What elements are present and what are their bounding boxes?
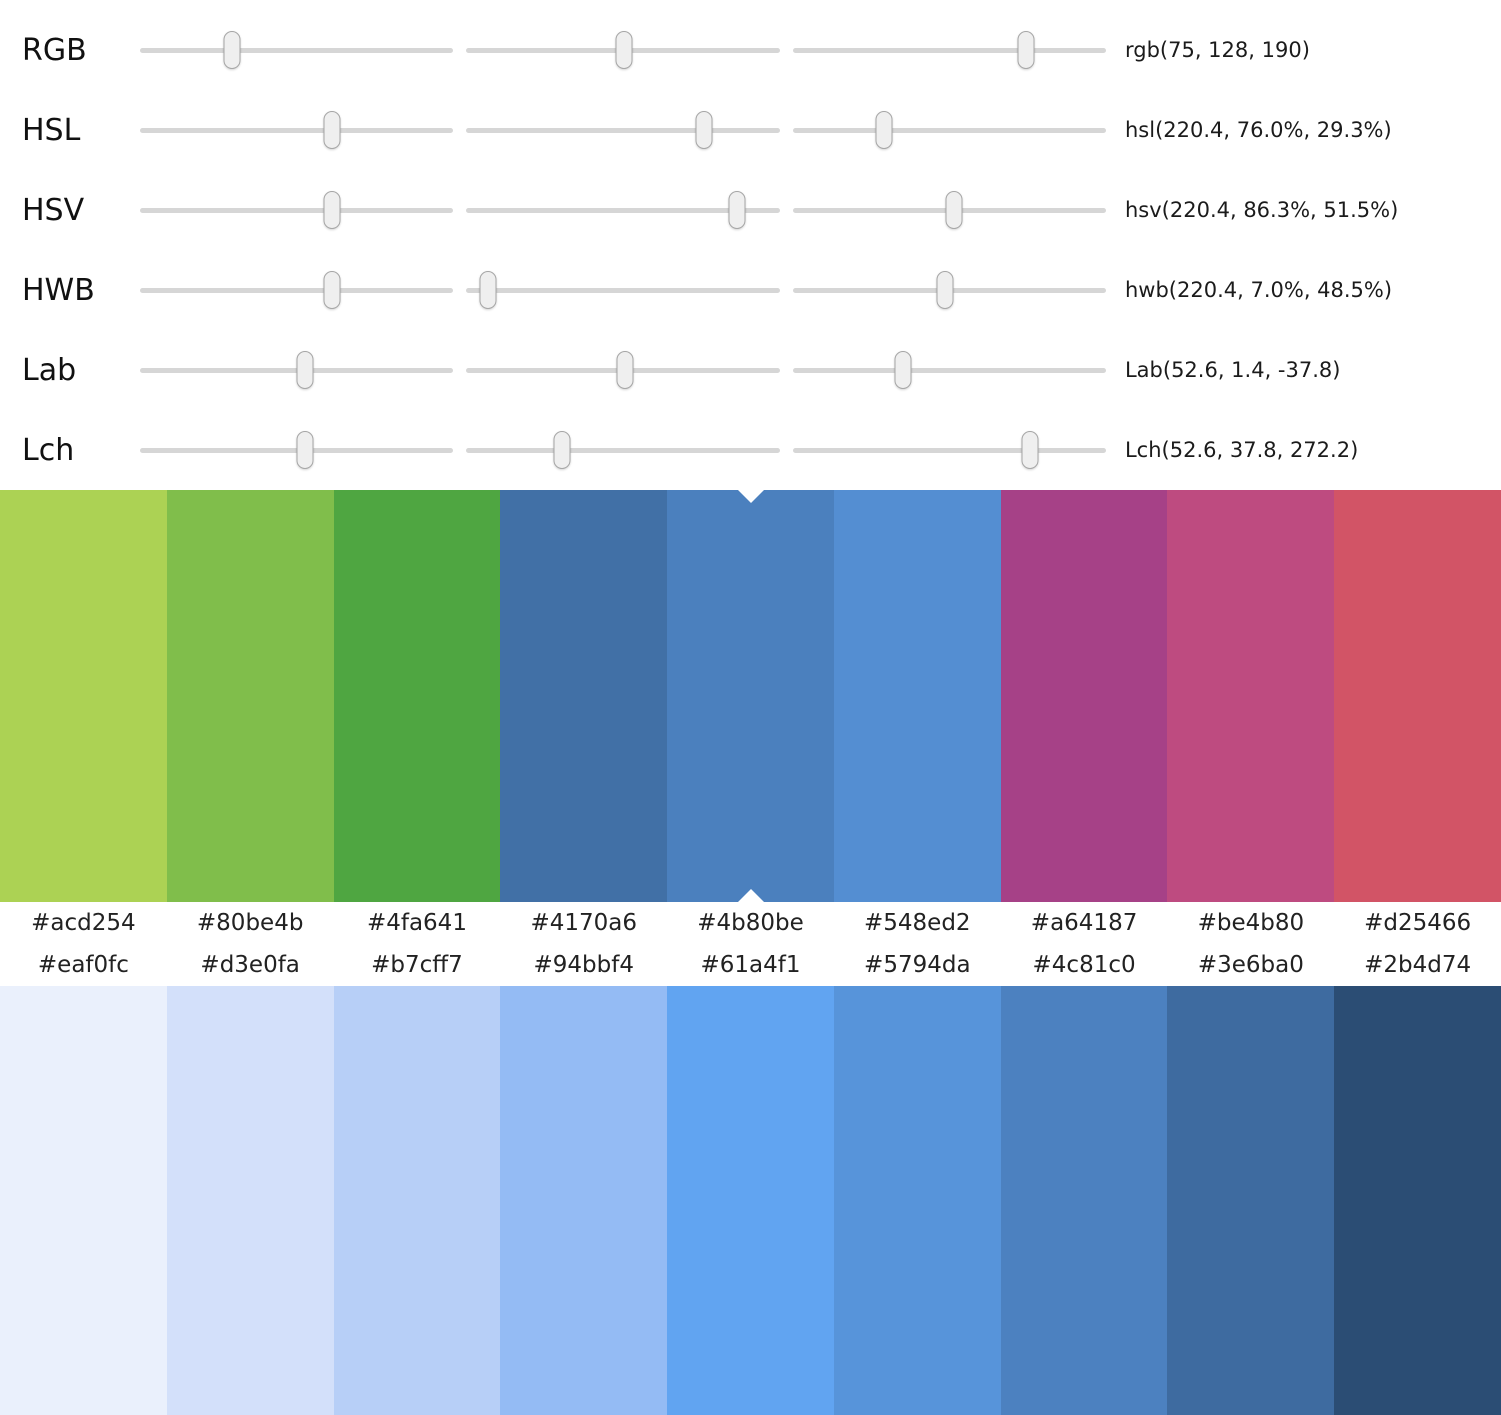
hsl-slider-1-track[interactable] xyxy=(140,111,454,149)
rgb-slider-1-thumb[interactable] xyxy=(223,31,241,69)
hwb-slider-1-thumb[interactable] xyxy=(323,271,341,309)
hex-label-be4b80: #be4b80 xyxy=(1197,910,1305,936)
slider-row-value-hsv: hsv(220.4, 86.3%, 51.5%) xyxy=(1124,198,1399,222)
hsv-slider-3-track[interactable] xyxy=(792,191,1106,229)
hsv-slider-2-track[interactable] xyxy=(466,191,780,229)
hsl-slider-2-thumb[interactable] xyxy=(695,111,713,149)
hsl-slider-3-track[interactable] xyxy=(792,111,1106,149)
hex-label-4fa641: #4fa641 xyxy=(366,910,467,936)
lch-slider-2-thumb[interactable] xyxy=(553,431,571,469)
palette-tones xyxy=(0,986,1501,1415)
hsl-slider-2-track[interactable] xyxy=(466,111,780,149)
hsv-slider-1-thumb[interactable] xyxy=(323,191,341,229)
hsv-slider-2-thumb[interactable] xyxy=(728,191,746,229)
slider-row-value-hwb: hwb(220.4, 7.0%, 48.5%) xyxy=(1124,278,1393,302)
swatch-3e6ba0[interactable] xyxy=(1167,986,1335,1415)
hsl-slider-1-thumb[interactable] xyxy=(323,111,341,149)
hex-label-94bbf4: #94bbf4 xyxy=(533,952,634,978)
rgb-slider-3-thumb[interactable] xyxy=(1017,31,1035,69)
hex-labels-main: #acd254 #80be4b #4fa641 #4170a6 #4b80be #548e… xyxy=(0,902,1501,944)
hex-label-80be4b: #80be4b xyxy=(196,910,304,936)
rgb-slider-2-track[interactable] xyxy=(466,31,780,69)
swatch-548ed2[interactable] xyxy=(833,490,1001,902)
hex-label-548ed2: #548ed2 xyxy=(864,910,971,936)
hex-label-b7cff7: #b7cff7 xyxy=(371,952,463,978)
hex-label-4c81c0: #4c81c0 xyxy=(1032,952,1136,978)
slider-row-value-rgb: rgb(75, 128, 190) xyxy=(1124,38,1310,62)
hex-label-eaf0fc: #eaf0fc xyxy=(37,952,129,978)
swatch-a64187[interactable] xyxy=(1000,490,1168,902)
lab-slider-1-thumb[interactable] xyxy=(296,351,314,389)
hex-label-61a4f1: #61a4f1 xyxy=(700,952,801,978)
hwb-slider-3-track[interactable] xyxy=(792,271,1106,309)
hex-label-5794da: #5794da xyxy=(864,952,971,978)
hex-label-a64187: #a64187 xyxy=(1030,910,1138,936)
swatch-94bbf4[interactable] xyxy=(500,986,668,1415)
lab-slider-3-track[interactable] xyxy=(792,351,1106,389)
palette-main xyxy=(0,490,1501,902)
swatch-4b80be[interactable] xyxy=(667,490,834,902)
hex-label-4170a6: #4170a6 xyxy=(530,910,637,936)
swatch-4c81c0[interactable] xyxy=(1000,986,1168,1415)
lch-slider-1-thumb[interactable] xyxy=(296,431,314,469)
slider-row-label-lab: Lab xyxy=(22,352,77,388)
lab-slider-1-track[interactable] xyxy=(140,351,454,389)
hex-label-2b4d74: #2b4d74 xyxy=(1364,952,1472,978)
lch-slider-3-track[interactable] xyxy=(792,431,1106,469)
hwb-slider-2-track[interactable] xyxy=(466,271,780,309)
hex-label-3e6ba0: #3e6ba0 xyxy=(1197,952,1304,978)
slider-row-value-hsl: hsl(220.4, 76.0%, 29.3%) xyxy=(1124,118,1392,142)
lch-slider-2-track[interactable] xyxy=(466,431,780,469)
slider-row-lch: Lch Lch(52.6, 37.8, 272.2) xyxy=(22,410,1501,490)
slider-row-label-hwb: HWB xyxy=(22,272,95,308)
swatch-d3e0fa[interactable] xyxy=(166,986,334,1415)
swatch-4fa641[interactable] xyxy=(333,490,501,902)
slider-row-rgb: RGB rgb(75, 128, 190) xyxy=(22,10,1501,90)
hex-label-4b80be: #4b80be xyxy=(697,910,804,936)
slider-row-value-lab: Lab(52.6, 1.4, -37.8) xyxy=(1124,358,1341,382)
hwb-slider-1-track[interactable] xyxy=(140,271,454,309)
hwb-slider-3-thumb[interactable] xyxy=(936,271,954,309)
lch-slider-1-track[interactable] xyxy=(140,431,454,469)
slider-row-label-lch: Lch xyxy=(22,432,75,468)
hsl-slider-3-thumb[interactable] xyxy=(875,111,893,149)
swatch-acd254[interactable] xyxy=(0,490,167,902)
slider-row-hsl: HSL hsl(220.4, 76.0%, 29.3%) xyxy=(22,90,1501,170)
hex-label-d25466: #d25466 xyxy=(1364,910,1472,936)
hsv-slider-1-track[interactable] xyxy=(140,191,454,229)
swatch-4170a6[interactable] xyxy=(500,490,668,902)
lch-slider-3-thumb[interactable] xyxy=(1021,431,1039,469)
slider-row-lab: Lab Lab(52.6, 1.4, -37.8) xyxy=(22,330,1501,410)
lab-slider-2-track[interactable] xyxy=(466,351,780,389)
rgb-slider-1-track[interactable] xyxy=(140,31,454,69)
hex-label-d3e0fa: #d3e0fa xyxy=(200,952,300,978)
slider-section: RGB rgb(75, 128, 190) HSL hsl(220.4, 76.0%,… xyxy=(0,0,1501,490)
swatch-eaf0fc[interactable] xyxy=(0,986,167,1415)
hwb-slider-2-thumb[interactable] xyxy=(479,271,497,309)
swatch-d25466[interactable] xyxy=(1334,490,1501,902)
rgb-slider-2-thumb[interactable] xyxy=(615,31,633,69)
swatch-5794da[interactable] xyxy=(833,986,1001,1415)
rgb-slider-3-track[interactable] xyxy=(792,31,1106,69)
hsv-slider-3-thumb[interactable] xyxy=(945,191,963,229)
hex-label-acd254: #acd254 xyxy=(31,910,136,936)
slider-row-label-rgb: RGB xyxy=(22,32,87,68)
swatch-2b4d74[interactable] xyxy=(1334,986,1501,1415)
hex-labels-tones: #eaf0fc #d3e0fa #b7cff7 #94bbf4 #61a4f1 #5794… xyxy=(0,944,1501,986)
slider-row-hwb: HWB hwb(220.4, 7.0%, 48.5%) xyxy=(22,250,1501,330)
slider-row-hsv: HSV hsv(220.4, 86.3%, 51.5%) xyxy=(22,170,1501,250)
swatch-80be4b[interactable] xyxy=(166,490,334,902)
swatch-61a4f1[interactable] xyxy=(667,986,834,1415)
slider-row-label-hsv: HSV xyxy=(22,192,85,228)
swatch-be4b80[interactable] xyxy=(1167,490,1335,902)
swatch-b7cff7[interactable] xyxy=(333,986,501,1415)
lab-slider-2-thumb[interactable] xyxy=(616,351,634,389)
slider-row-value-lch: Lch(52.6, 37.8, 272.2) xyxy=(1124,438,1359,462)
lab-slider-3-thumb[interactable] xyxy=(894,351,912,389)
slider-row-label-hsl: HSL xyxy=(22,112,81,148)
